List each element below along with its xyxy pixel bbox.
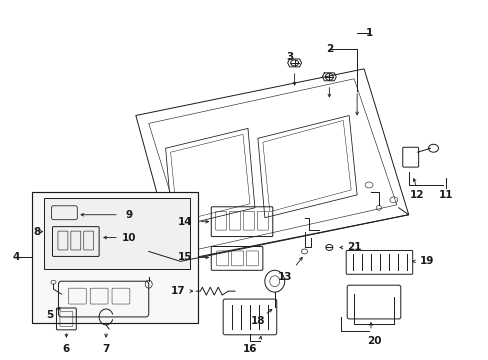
Text: 15: 15 (178, 252, 192, 262)
Text: 4: 4 (12, 252, 20, 262)
FancyBboxPatch shape (43, 198, 190, 269)
Text: 6: 6 (62, 344, 70, 354)
Text: 16: 16 (242, 344, 257, 354)
Text: 1: 1 (365, 28, 372, 38)
Text: 13: 13 (277, 272, 291, 282)
Text: 11: 11 (438, 190, 453, 200)
Text: 21: 21 (346, 243, 361, 252)
Text: 3: 3 (285, 52, 293, 62)
Text: 17: 17 (171, 286, 185, 296)
Text: 7: 7 (102, 344, 109, 354)
FancyBboxPatch shape (32, 192, 198, 323)
Text: 10: 10 (122, 233, 136, 243)
Text: 19: 19 (419, 256, 433, 266)
Text: 9: 9 (125, 210, 132, 220)
Text: 2: 2 (325, 44, 332, 54)
Text: 8: 8 (33, 226, 40, 237)
Text: 5: 5 (46, 310, 53, 320)
Text: 18: 18 (250, 316, 264, 326)
Text: 20: 20 (366, 336, 381, 346)
Text: 12: 12 (408, 190, 423, 200)
Text: 14: 14 (178, 217, 192, 227)
